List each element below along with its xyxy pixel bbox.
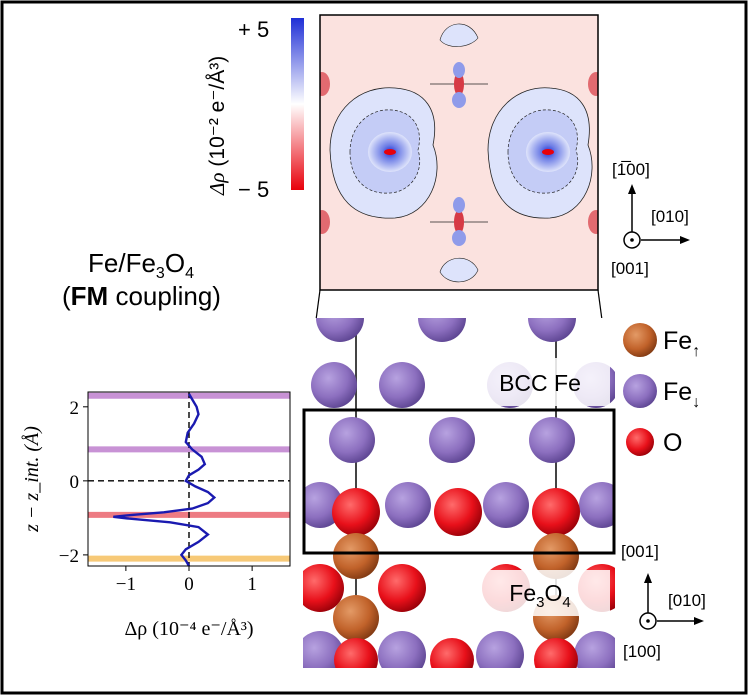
top-axis-up-head (628, 184, 636, 194)
density-map-border (319, 14, 599, 291)
top-axis-right-label: [010] (651, 207, 689, 226)
legend-fe-down-label: Fe↓ (663, 378, 700, 411)
top-axis-out-label: [001] (611, 259, 649, 278)
atomic-structure: BCC Fe Fe3O4 (302, 318, 616, 668)
colorbar-min-label: − 5 (238, 177, 269, 202)
legend-o-label: O (663, 429, 682, 457)
density-edge-left-top (320, 72, 330, 96)
atom-legend: Fe↑ Fe↓ O (623, 323, 700, 457)
bottom-axis-right-head (694, 617, 704, 625)
density-feature-upper-node (430, 62, 488, 108)
atom-o (303, 564, 344, 612)
interface-region-box (302, 408, 616, 555)
bottom-axis-up-head (644, 573, 652, 583)
atom-fe-down (483, 482, 529, 528)
atom-fe-down (418, 318, 466, 342)
density-center-right (542, 149, 554, 155)
atom-fe-down (378, 631, 426, 668)
bcc-fe-label: BCC Fe (499, 370, 581, 396)
bottom-axes-indicator: [001] [010] [100] (621, 542, 706, 661)
atom-fe-down (476, 631, 524, 668)
atom-o (332, 488, 380, 536)
atom-fe-down (316, 318, 364, 342)
atom-fe-down (379, 362, 425, 408)
atom-o (430, 638, 474, 668)
bottom-axis-out-label: [100] (623, 642, 661, 661)
legend-fe-up-label: Fe↑ (663, 327, 700, 360)
density-feature-bottom (439, 257, 479, 283)
legend-o-swatch (626, 428, 654, 456)
chart-ylabel: z − z_int. (Å) (21, 426, 43, 533)
charge-density-map (319, 14, 599, 291)
density-feature-lower-node (430, 197, 488, 246)
atom-fe-up (333, 533, 379, 579)
legend-fe-up-swatch (623, 323, 657, 357)
atom-o (378, 564, 426, 612)
atom-o (434, 488, 482, 536)
series-line (113, 393, 217, 567)
bcc-label-bg (470, 358, 610, 406)
atom-o (534, 638, 578, 668)
atom-fe-down (529, 417, 575, 463)
legend-fe-down-swatch (623, 374, 657, 408)
atom-o (532, 488, 580, 536)
y-tick-label: −2 (59, 546, 79, 567)
atom-fe-up (333, 595, 379, 641)
atom-fe-down (579, 482, 615, 528)
top-axes-indicator: [1̅00] [010] [001] (611, 160, 690, 278)
fe3o4-label: Fe3O4 (509, 580, 570, 611)
density-edge-right-bottom (588, 210, 598, 234)
x-tick-label: 0 (184, 574, 194, 595)
atom-fe-down (303, 631, 344, 668)
y-tick-label: 0 (70, 472, 80, 493)
density-center-left (384, 149, 396, 155)
colorbar-max-label: + 5 (238, 17, 269, 42)
atom-fe-down (429, 417, 475, 463)
x-tick-label: −1 (116, 574, 136, 595)
density-profile-chart: −1 0 1 −2 0 2 Δρ (10⁻⁴ e⁻/Å³) z − z_int. (Å) (21, 391, 291, 640)
chart-axes-frame (87, 391, 291, 567)
colorbar-title: Δρ(10⁻² e⁻/Å³) (205, 56, 229, 196)
atom-fe-down (329, 417, 375, 463)
atom-fe-down (385, 482, 431, 528)
colorbar: + 5 − 5 Δρ(10⁻² e⁻/Å³) (205, 17, 304, 202)
density-feature-top (439, 23, 479, 47)
colorbar-gradient (291, 18, 304, 190)
x-tick-label: 1 (247, 574, 257, 595)
chart-xlabel: Δρ (10⁻⁴ e⁻/Å³) (124, 618, 253, 640)
bottom-axis-right-label: [010] (668, 591, 706, 610)
bottom-axis-up-label: [001] (621, 542, 659, 561)
fe3o4-label-bg (470, 570, 610, 616)
figure-title: Fe/Fe3O4 (FM coupling) (62, 248, 221, 311)
atom-fe-down (528, 318, 576, 342)
atom-fe-up (533, 533, 579, 579)
top-axis-up-label: [1̅00] (612, 160, 650, 179)
y-tick-label: 2 (70, 398, 80, 419)
top-axis-right-head (680, 236, 690, 244)
atom-fe-down (574, 631, 615, 668)
title-line1: Fe/Fe3O4 (88, 248, 194, 282)
title-line2: (FM coupling) (62, 281, 221, 311)
atom-o (334, 638, 378, 668)
atom-fe-down (311, 362, 357, 408)
density-edge-right-top (588, 72, 598, 96)
density-edge-left-bottom (320, 210, 330, 234)
